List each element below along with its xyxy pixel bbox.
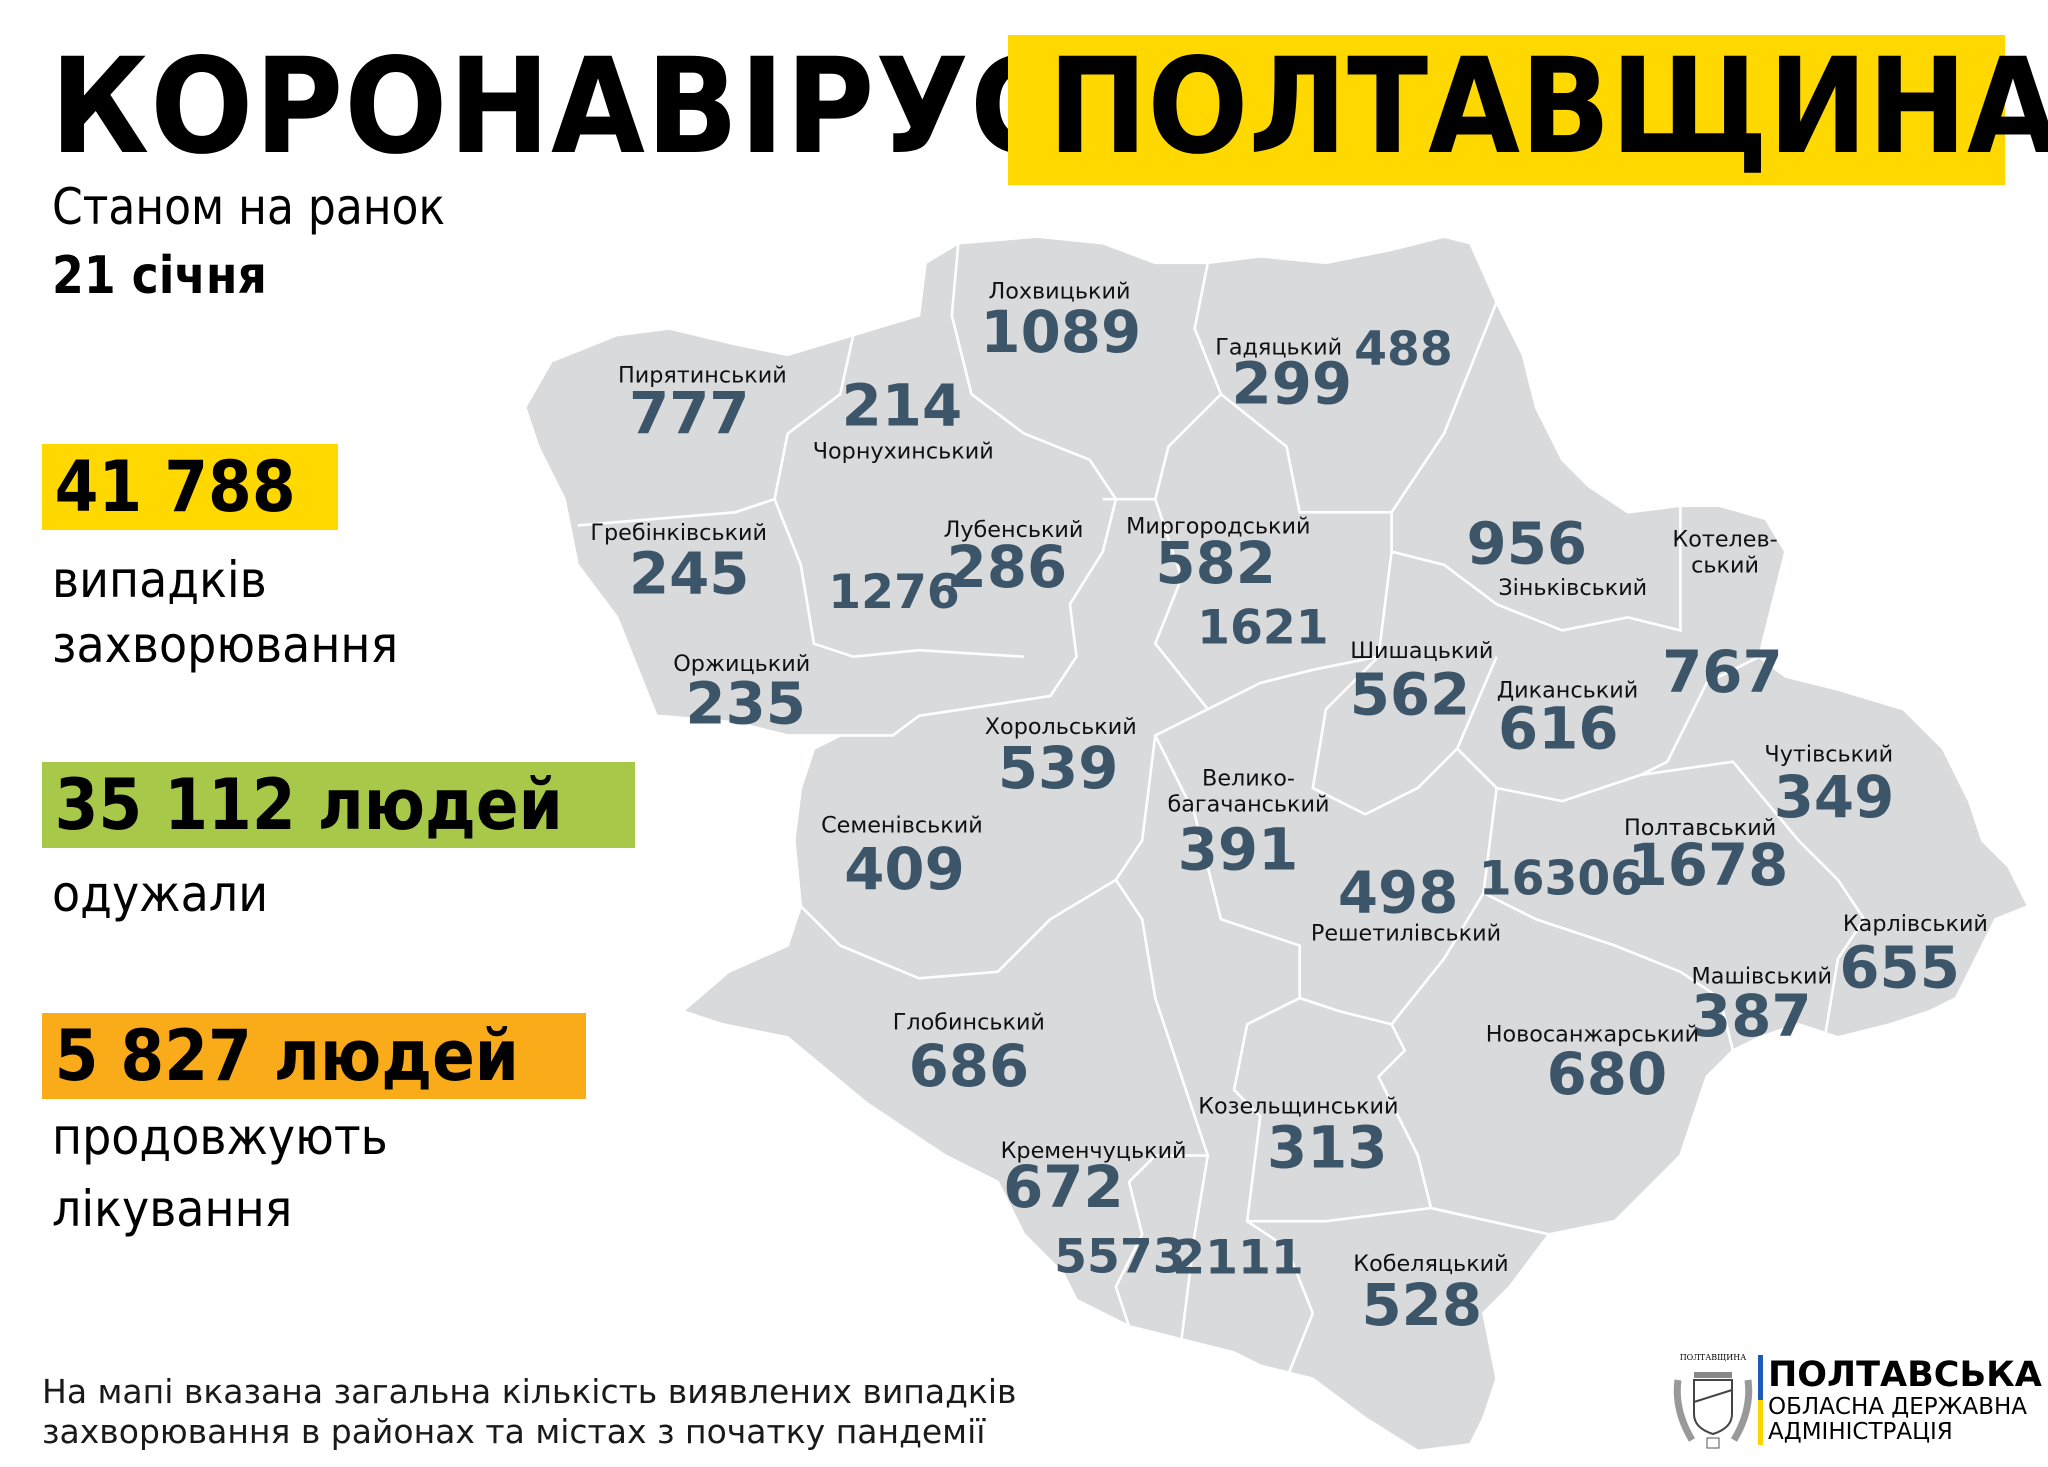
district-name: Котелев- (1672, 526, 1777, 552)
region-title: ПОЛТАВЩИНА (1048, 30, 2048, 184)
district-borders (577, 243, 1866, 1380)
district-name: Диканський (1497, 677, 1638, 703)
district-name: Миргородський (1126, 513, 1310, 539)
district-case-count: 655 (1839, 934, 1960, 1002)
logo-subtitle-1: ОБЛАСНА ДЕРЖАВНА (1768, 1394, 2027, 1420)
footer-line-1: На мапі вказана загальна кількість виявл… (42, 1372, 1017, 1411)
district-name: Лубенський (944, 517, 1084, 543)
district-case-count: 582 (1155, 529, 1276, 597)
cases-label-1: випадків (52, 551, 267, 609)
district-case-count: 680 (1547, 1040, 1668, 1108)
district-name: Велико- (1202, 765, 1295, 791)
logo-title: ПОЛТАВСЬКА (1768, 1355, 2042, 1395)
district-name: Лохвицький (988, 278, 1130, 304)
district-name: Шишацький (1350, 638, 1493, 664)
city-case-count: 16306 (1479, 851, 1643, 906)
district-name: Пирятинський (618, 362, 787, 388)
district-case-count: 1678 (1628, 831, 1789, 899)
footer-note: На мапі вказана загальна кількість виявл… (42, 1372, 1016, 1452)
district-case-count: 214 (842, 372, 963, 440)
district-case-count: 286 (947, 533, 1068, 601)
treatment-label-1: продовжують (52, 1108, 388, 1166)
district-name: Карлівський (1843, 911, 1988, 937)
city-case-count: 2111 (1172, 1231, 1304, 1286)
cases-badge: 41 788 (42, 444, 338, 530)
treatment-badge: 5 827 людей (42, 1013, 586, 1099)
as-of-label: Станом на ранок (52, 178, 446, 236)
district-case-count: 391 (1178, 815, 1299, 883)
district-case-count: 498 (1338, 859, 1459, 927)
district-name: Оржицький (673, 651, 810, 677)
recovered-value: 35 112 людей (54, 764, 563, 846)
district-name-line-2: ський (1691, 553, 1759, 579)
district-case-count: 1089 (980, 298, 1141, 366)
district-case-count: 956 (1467, 509, 1588, 577)
district-case-count: 562 (1350, 660, 1471, 728)
district-case-count: 313 (1267, 1113, 1388, 1181)
map-outline (523, 235, 2031, 1453)
district-name: Семенівський (821, 813, 983, 839)
district-case-count: 528 (1362, 1271, 1483, 1339)
footer-line-2: захворювання в районах та містах з почат… (42, 1412, 986, 1451)
district-case-count: 409 (844, 835, 965, 903)
region-highlight (1008, 35, 2005, 185)
district-name: Кобеляцький (1353, 1251, 1508, 1277)
district-case-count: 616 (1498, 695, 1619, 763)
district-name: Гадяцький (1215, 335, 1342, 361)
district-case-count: 672 (1003, 1153, 1124, 1221)
treatment-label-2: лікування (52, 1180, 293, 1238)
district-name: Хорольський (985, 714, 1137, 740)
city-case-count: 1621 (1197, 601, 1329, 656)
district-name: Козельщинський (1198, 1094, 1398, 1120)
district-name-line-2: багачанський (1167, 792, 1329, 818)
coat-of-arms-icon: ПОЛТАВЩИНА (1673, 1353, 1753, 1449)
district-name: Зіньківський (1498, 575, 1647, 601)
district-case-count: 387 (1691, 982, 1812, 1050)
logo-subtitle-2: АДМІНІСТРАЦІЯ (1768, 1419, 1953, 1445)
page-title: КОРОНАВІРУС. (50, 30, 1108, 184)
district-name: Чорнухинський (813, 438, 994, 464)
svg-text:ПОЛТАВЩИНА: ПОЛТАВЩИНА (1680, 1353, 1747, 1362)
district-case-count: 539 (998, 734, 1119, 802)
district-case-count: 299 (1232, 349, 1353, 417)
district-case-count: 245 (629, 540, 750, 608)
district-name: Полтавський (1624, 815, 1776, 841)
city-case-count: 5573 (1054, 1229, 1186, 1284)
district-name: Кременчуцький (1001, 1138, 1187, 1164)
cases-value: 41 788 (54, 446, 296, 528)
city-case-count: 488 (1354, 322, 1453, 377)
date-label: 21 січня (52, 246, 267, 306)
flag-stripe (1758, 1355, 1763, 1445)
city-case-count: 1276 (828, 565, 960, 620)
district-case-count: 235 (685, 670, 806, 738)
district-case-count: 686 (909, 1032, 1030, 1100)
district-name: Новосанжарський (1486, 1021, 1699, 1047)
district-name: Глобинський (893, 1010, 1045, 1036)
district-name: Решетилівський (1311, 920, 1501, 946)
district-name: Машівський (1692, 964, 1833, 990)
recovered-label: одужали (52, 865, 269, 923)
district-name: Гребінківський (590, 520, 767, 546)
district-case-count: 349 (1774, 763, 1895, 831)
district-case-count: 767 (1662, 638, 1783, 706)
cases-label-2: захворювання (52, 616, 399, 674)
district-name: Чутівський (1764, 742, 1893, 768)
district-case-count: 777 (629, 380, 750, 448)
recovered-badge: 35 112 людей (42, 762, 635, 848)
treatment-value: 5 827 людей (54, 1015, 519, 1097)
